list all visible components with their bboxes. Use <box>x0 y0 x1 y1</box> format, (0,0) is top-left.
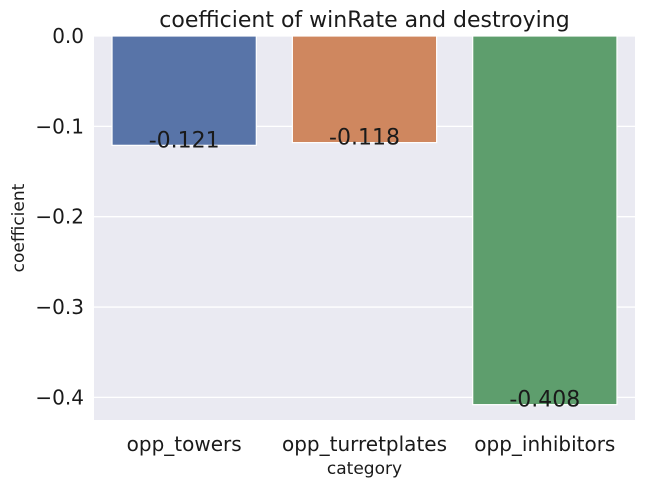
x-tick-label: opp_towers <box>127 432 242 456</box>
x-tick-label: opp_inhibitors <box>474 432 615 456</box>
chart-title: coefficient of winRate and destroying <box>159 8 569 33</box>
y-tick-label: −0.4 <box>35 385 84 409</box>
bars <box>111 35 618 406</box>
y-axis-label: coefficient <box>9 183 29 272</box>
y-tick-label: 0.0 <box>52 24 84 48</box>
x-axis-label: category <box>327 459 402 479</box>
y-tick-label: −0.2 <box>35 205 84 229</box>
data-label: -0.121 <box>149 128 220 153</box>
x-tick-label: opp_turretplates <box>282 432 447 456</box>
y-tick-label: −0.1 <box>35 114 84 138</box>
bar-opp_inhibitors <box>472 35 618 406</box>
data-label: -0.118 <box>329 126 400 151</box>
data-label: -0.408 <box>509 388 580 413</box>
y-axis-ticks: 0.0 −0.1 −0.2 −0.3 −0.4 <box>35 24 84 409</box>
y-tick-label: −0.3 <box>35 295 84 319</box>
x-axis-ticks: opp_towers opp_turretplates opp_inhibitors <box>127 432 616 456</box>
bar-opp_towers <box>111 35 257 146</box>
bar-opp_turretplates <box>291 35 438 144</box>
data-labels: -0.121 -0.118 -0.408 <box>149 126 581 413</box>
